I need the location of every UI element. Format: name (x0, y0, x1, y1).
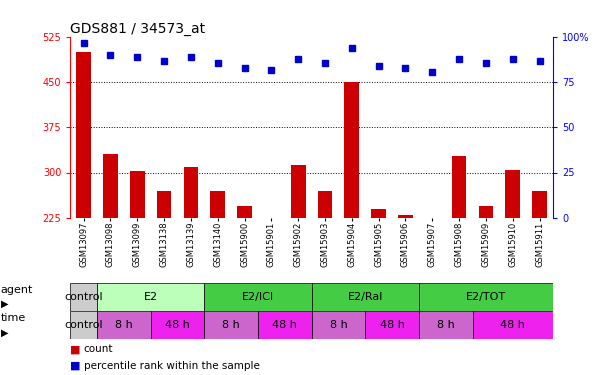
Text: ■: ■ (70, 344, 81, 354)
Bar (371, 209, 386, 218)
Bar (425, 217, 440, 219)
Text: ▶: ▶ (1, 299, 8, 309)
Bar (419, 283, 553, 311)
Bar (103, 154, 118, 218)
Bar (183, 166, 199, 218)
Bar (452, 156, 466, 218)
Bar (130, 171, 145, 217)
Bar (70, 283, 97, 311)
Text: E2/Ral: E2/Ral (348, 292, 383, 302)
Text: 8 h: 8 h (222, 320, 240, 330)
Bar (70, 311, 97, 339)
Bar (505, 170, 520, 217)
Text: E2/TOT: E2/TOT (466, 292, 506, 302)
Bar (157, 190, 172, 217)
Bar (264, 217, 279, 219)
Bar (365, 311, 419, 339)
Bar (204, 283, 312, 311)
Bar (97, 311, 151, 339)
Text: E2: E2 (144, 292, 158, 302)
Bar (237, 206, 252, 218)
Text: 48 h: 48 h (165, 320, 190, 330)
Bar (210, 190, 225, 217)
Bar (312, 283, 419, 311)
Text: count: count (84, 344, 113, 354)
Text: control: control (64, 320, 103, 330)
Text: E2/ICI: E2/ICI (242, 292, 274, 302)
Bar (398, 214, 413, 217)
Text: GDS881 / 34573_at: GDS881 / 34573_at (70, 22, 205, 36)
Bar (204, 311, 258, 339)
Text: 8 h: 8 h (329, 320, 347, 330)
Bar (318, 190, 332, 217)
Bar (151, 311, 204, 339)
Text: 48 h: 48 h (273, 320, 297, 330)
Text: 8 h: 8 h (437, 320, 455, 330)
Text: 8 h: 8 h (115, 320, 133, 330)
Bar (478, 206, 493, 218)
Bar (312, 311, 365, 339)
Text: 48 h: 48 h (379, 320, 404, 330)
Bar (97, 283, 204, 311)
Bar (532, 190, 547, 217)
Bar (472, 311, 553, 339)
Text: time: time (1, 313, 26, 323)
Bar (419, 311, 472, 339)
Text: percentile rank within the sample: percentile rank within the sample (84, 361, 260, 371)
Text: ■: ■ (70, 361, 81, 371)
Bar (76, 53, 91, 217)
Text: control: control (64, 292, 103, 302)
Text: 48 h: 48 h (500, 320, 525, 330)
Text: ▶: ▶ (1, 327, 8, 338)
Text: agent: agent (1, 285, 33, 295)
Bar (291, 165, 306, 218)
Bar (258, 311, 312, 339)
Bar (345, 82, 359, 218)
